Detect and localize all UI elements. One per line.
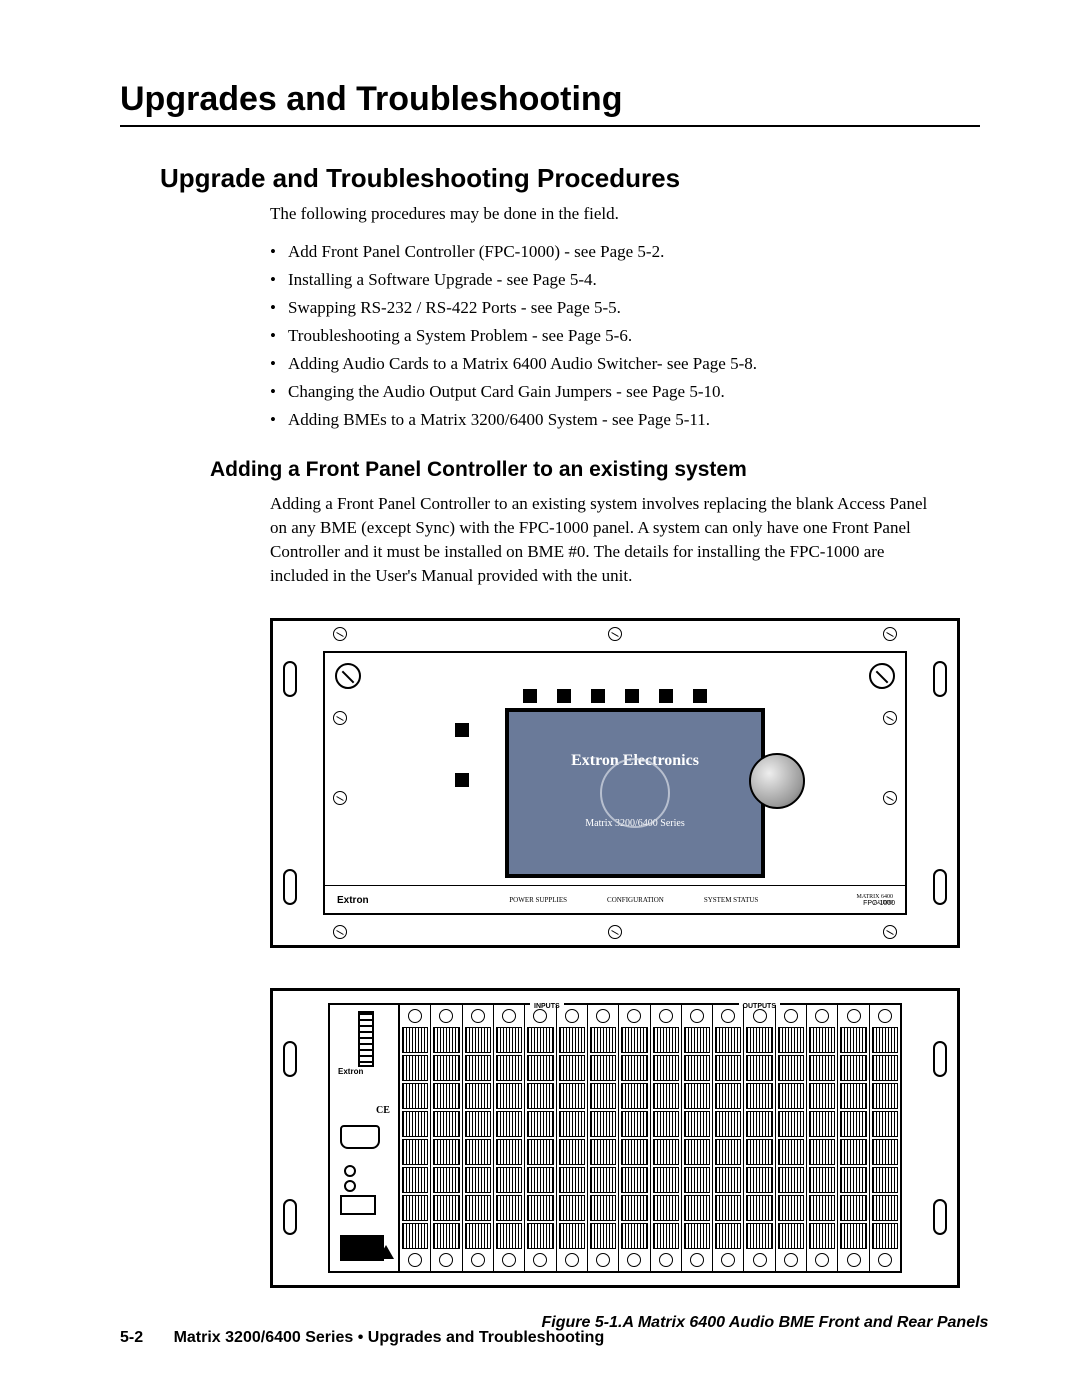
screw-icon [883, 925, 897, 939]
button-icon [455, 723, 469, 737]
extron-logo-text: Extron [337, 895, 369, 906]
button-icon [523, 689, 537, 703]
page-footer: 5-2 Matrix 3200/6400 Series • Upgrades a… [120, 1329, 604, 1347]
inner-frame: Extron Electronics Matrix 3200/6400 Seri… [323, 651, 907, 915]
mount-slot-icon [933, 869, 947, 905]
button-icon [591, 689, 605, 703]
port-column [681, 1005, 712, 1271]
front-panel-diagram: Extron Electronics Matrix 3200/6400 Seri… [270, 618, 960, 948]
screw-icon [335, 663, 361, 689]
screw-icon [869, 663, 895, 689]
mount-slot-icon [933, 1041, 947, 1077]
status-strip: Extron POWER SUPPLIES CONFIGURATION SYST… [323, 885, 907, 915]
mount-slot-icon [283, 661, 297, 697]
mount-slot-icon [283, 869, 297, 905]
body-paragraph: Adding a Front Panel Controller to an ex… [270, 492, 940, 587]
button-icon [625, 689, 639, 703]
button-icon [659, 689, 673, 703]
figure-container: Extron Electronics Matrix 3200/6400 Seri… [270, 618, 980, 1332]
port-column [806, 1005, 837, 1271]
port-column [775, 1005, 806, 1271]
port-column [493, 1005, 524, 1271]
page-number: 5-2 [120, 1329, 143, 1346]
port-column [462, 1005, 493, 1271]
footer-text: Matrix 3200/6400 Series • Upgrades and T… [174, 1329, 605, 1346]
rear-left-section: Extron CE [330, 1005, 400, 1271]
extron-logo-text: Extron [338, 1067, 363, 1076]
port-column [712, 1005, 743, 1271]
terminal-block-icon [358, 1011, 374, 1067]
mount-slot-icon [283, 1041, 297, 1077]
rear-ports-grid [400, 1005, 900, 1271]
list-item: Troubleshooting a System Problem - see P… [270, 322, 980, 350]
logo-circle-icon [600, 758, 670, 828]
status-group: POWER SUPPLIES [509, 896, 567, 904]
port-column [556, 1005, 587, 1271]
port-column [650, 1005, 681, 1271]
port-column [524, 1005, 555, 1271]
title-rule [120, 125, 980, 127]
mount-slot-icon [933, 661, 947, 697]
port-column [587, 1005, 618, 1271]
screw-icon [608, 925, 622, 939]
screw-icon [883, 627, 897, 641]
list-item: Installing a Software Upgrade - see Page… [270, 266, 980, 294]
lcd-screen: Extron Electronics Matrix 3200/6400 Seri… [505, 708, 765, 878]
list-item: Adding BMEs to a Matrix 3200/6400 System… [270, 406, 980, 434]
list-item: Swapping RS-232 / RS-422 Ports - see Pag… [270, 294, 980, 322]
list-item: Adding Audio Cards to a Matrix 6400 Audi… [270, 350, 980, 378]
fuse-icon [344, 1165, 356, 1177]
mount-slot-icon [283, 1199, 297, 1235]
port-column [618, 1005, 649, 1271]
procedures-list: Add Front Panel Controller (FPC-1000) - … [270, 238, 980, 434]
port-column [837, 1005, 868, 1271]
port-column [869, 1005, 900, 1271]
rotary-knob-icon [749, 753, 805, 809]
button-icon [557, 689, 571, 703]
port-column [430, 1005, 461, 1271]
button-icon [455, 773, 469, 787]
subsection-heading: Adding a Front Panel Controller to an ex… [210, 458, 980, 482]
model-label: AUDIO [874, 900, 893, 906]
port-column [400, 1005, 430, 1271]
mount-slot-icon [933, 1199, 947, 1235]
intro-text: The following procedures may be done in … [270, 204, 980, 224]
ce-mark-icon: CE [376, 1105, 390, 1116]
screw-icon [608, 627, 622, 641]
fuse-icon [344, 1180, 356, 1192]
screw-icon [333, 627, 347, 641]
page-title: Upgrades and Troubleshooting [120, 80, 980, 119]
rear-inner-frame: INPUTS OUTPUTS Extron CE [328, 1003, 902, 1273]
power-switch-icon [340, 1195, 376, 1215]
list-item: Add Front Panel Controller (FPC-1000) - … [270, 238, 980, 266]
status-group: SYSTEM STATUS [704, 896, 758, 904]
warning-triangle-icon [378, 1245, 394, 1259]
db9-connector-icon [340, 1125, 380, 1149]
button-icon [693, 689, 707, 703]
list-item: Changing the Audio Output Card Gain Jump… [270, 378, 980, 406]
status-group: CONFIGURATION [607, 896, 664, 904]
section-heading: Upgrade and Troubleshooting Procedures [160, 163, 980, 194]
screw-icon [333, 925, 347, 939]
rear-panel-diagram: INPUTS OUTPUTS Extron CE [270, 988, 960, 1288]
port-column [743, 1005, 774, 1271]
